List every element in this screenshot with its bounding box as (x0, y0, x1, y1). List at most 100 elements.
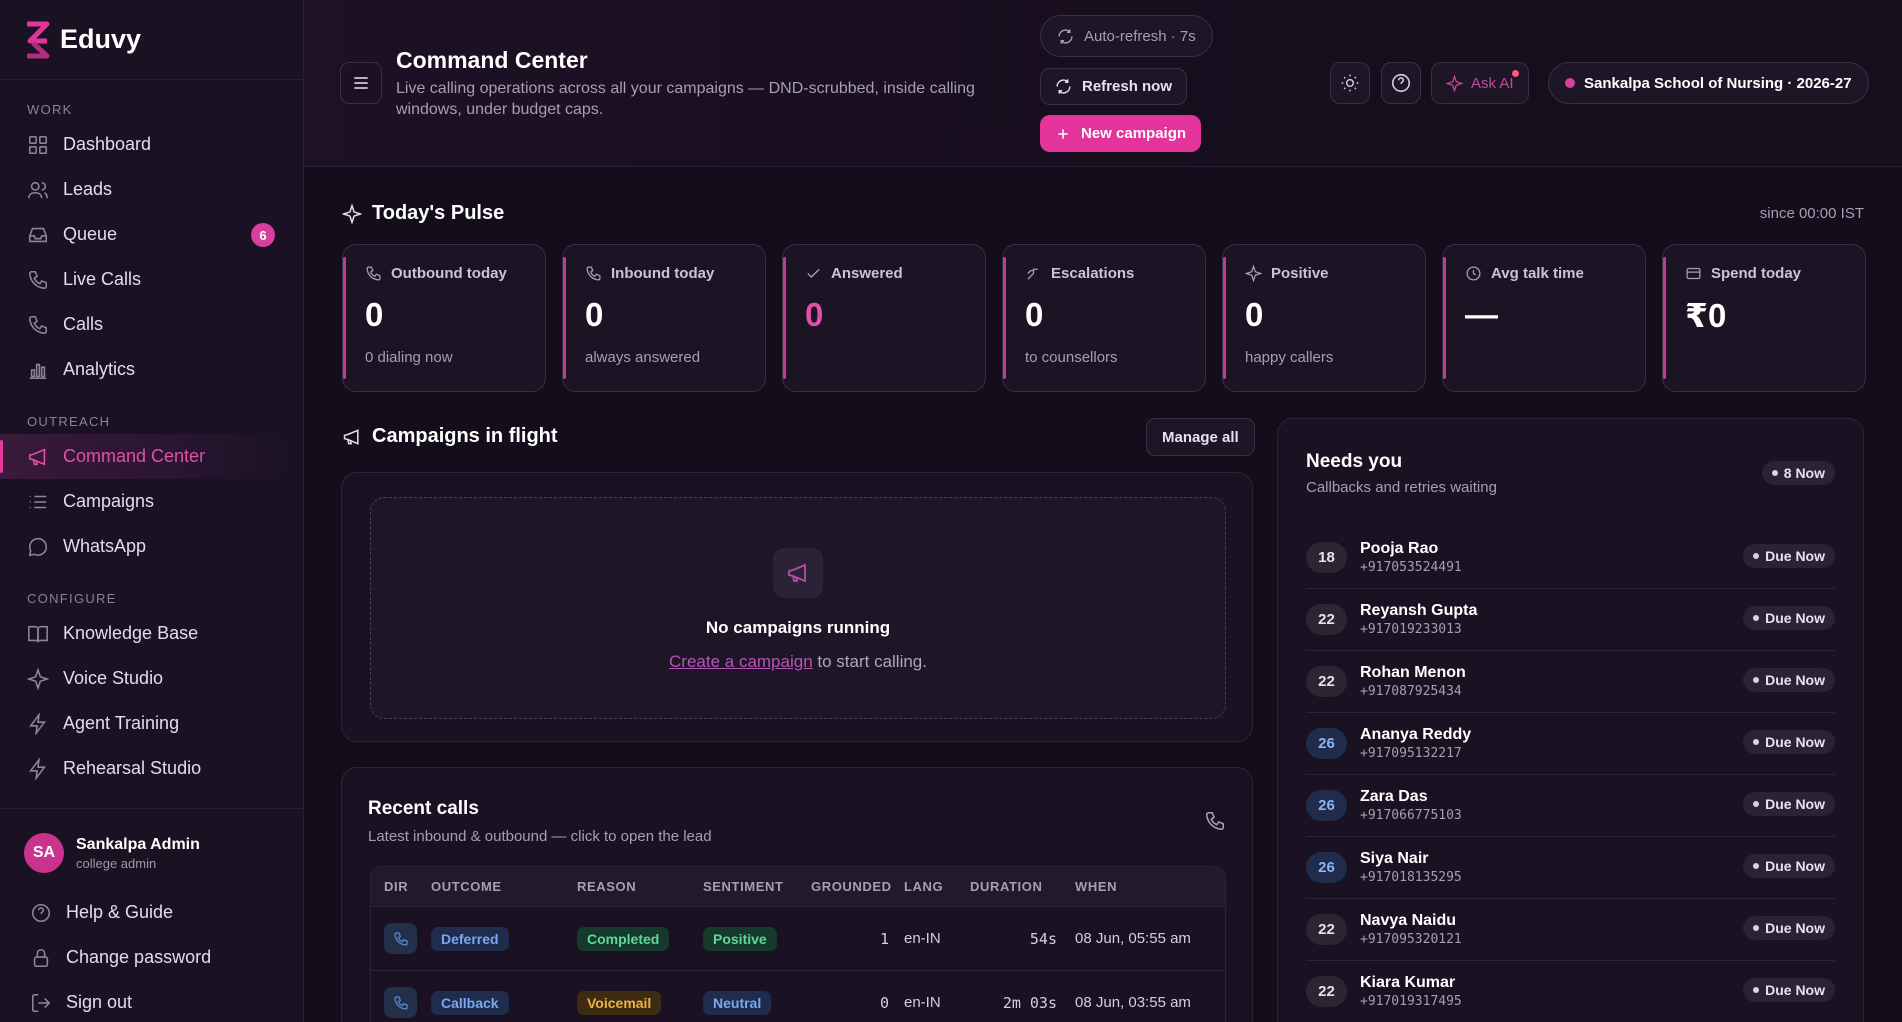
help-button[interactable] (1381, 62, 1421, 104)
megaphone-icon (28, 447, 46, 466)
stat-value: ₹0 (1685, 297, 1727, 334)
refresh-icon (1058, 28, 1073, 44)
sidebar-item-label: Campaigns (63, 491, 155, 511)
list-item[interactable]: 22 Navya Naidu +917095320121 Due Now (1306, 899, 1835, 961)
status-text: Due Now (1765, 796, 1825, 812)
list-item[interactable]: 26 Zara Das +917066775103 Due Now (1306, 775, 1835, 837)
status-text: Due Now (1765, 672, 1825, 688)
school-selector[interactable]: Sankalpa School of Nursing · 2026-27 (1548, 62, 1869, 104)
list-item[interactable]: 22 Reyansh Gupta +917019233013 Due Now (1306, 589, 1835, 651)
stat-sub: happy callers (1245, 349, 1334, 366)
ask-ai-button[interactable]: Ask AI (1431, 62, 1529, 104)
user-name: Sankalpa Admin (76, 835, 200, 853)
bolt-icon (29, 712, 46, 735)
new-campaign-button[interactable]: New campaign (1040, 115, 1202, 152)
sidebar-item-agent-training[interactable]: Agent Training (0, 701, 303, 746)
stat-value: 0 (365, 296, 384, 333)
lead-phone: +917018135295 (1360, 870, 1462, 885)
lead-name: Zara Das (1360, 788, 1428, 805)
sidebar: Eduvy WORK Dashboard Leads Queue 6 Live … (0, 0, 304, 1022)
auto-refresh-toggle[interactable]: Auto-refresh · 7s (1040, 15, 1213, 57)
status-text: Due Now (1765, 610, 1825, 626)
table-row[interactable]: Callback Voicemail Neutral 0 en-IN 2m 03… (371, 970, 1225, 1022)
sidebar-item-rehearsal-studio[interactable]: Rehearsal Studio (0, 746, 303, 791)
sidebar-item-change-password[interactable]: Change password (0, 935, 303, 980)
manage-all-button[interactable]: Manage all (1146, 418, 1255, 456)
col-reason[interactable]: REASON (577, 879, 637, 894)
brand[interactable]: Eduvy (0, 0, 303, 80)
create-campaign-link[interactable]: Create a campaign (669, 652, 813, 671)
campaigns-empty-state: No campaigns running Create a campaign t… (370, 497, 1226, 719)
sidebar-item-queue[interactable]: Queue 6 (0, 212, 303, 257)
grounded-value: 0 (879, 993, 889, 1012)
list-item[interactable]: 22 Rohan Menon +917087925434 Due Now (1306, 651, 1835, 713)
stat-value: 0 (585, 296, 604, 333)
phone-icon (28, 315, 48, 334)
new-campaign-label: New campaign (1081, 125, 1187, 142)
sidebar-item-knowledge-base[interactable]: Knowledge Base (0, 611, 303, 656)
list-item[interactable]: 22 Kiara Kumar +917019317495 Due Now (1306, 961, 1835, 1022)
sidebar-item-sign-out[interactable]: Sign out (0, 980, 303, 1022)
card-icon (1686, 267, 1701, 280)
section-label-outreach: OUTREACH (27, 414, 111, 429)
stat-label: Inbound today (611, 265, 715, 282)
stat-outbound-today: Outbound today 0 0 dialing now (342, 244, 546, 392)
duration-value: 2m 03s (1002, 993, 1057, 1012)
campaigns-card: No campaigns running Create a campaign t… (341, 472, 1253, 742)
queue-count-badge: 6 (251, 223, 275, 247)
col-dir[interactable]: DIR (384, 879, 409, 894)
refresh-now-button[interactable]: Refresh now (1040, 68, 1188, 105)
needs-you-count-badge: 8 Now (1761, 461, 1835, 485)
table-row[interactable]: Deferred Completed Positive 1 en-IN 54s … (371, 906, 1225, 970)
phone-icon-button[interactable] (1204, 810, 1226, 832)
pulse-heading: Today's Pulse (342, 202, 504, 225)
phone-icon (384, 987, 417, 1018)
lead-score: 22 (1306, 604, 1347, 635)
sidebar-item-command-center[interactable]: Command Center (0, 434, 289, 479)
stat-label: Answered (831, 265, 903, 282)
sparkle-icon (342, 203, 362, 224)
stat-label: Spend today (1711, 265, 1802, 282)
status-badge: Due Now (1743, 668, 1835, 692)
lead-phone: +917019317495 (1360, 994, 1462, 1009)
check-icon (807, 268, 820, 279)
menu-toggle-button[interactable] (340, 62, 382, 104)
col-outcome[interactable]: OUTCOME (431, 879, 502, 894)
col-sentiment[interactable]: SENTIMENT (703, 879, 784, 894)
col-lang[interactable]: LANG (904, 879, 944, 894)
section-label-work: WORK (27, 102, 73, 117)
list-item[interactable]: 26 Ananya Reddy +917095132217 Due Now (1306, 713, 1835, 775)
sidebar-item-calls[interactable]: Calls (0, 302, 303, 347)
sidebar-item-dashboard[interactable]: Dashboard (0, 122, 303, 167)
sparkle-icon (1245, 265, 1262, 282)
col-duration[interactable]: DURATION (970, 879, 1043, 894)
col-grounded[interactable]: GROUNDED (811, 879, 892, 894)
user-profile[interactable]: SA Sankalpa Admin college admin (0, 808, 303, 873)
needs-you-subtitle: Callbacks and retries waiting (1306, 479, 1497, 496)
sidebar-item-label: Command Center (63, 446, 206, 466)
col-when[interactable]: WHEN (1075, 879, 1118, 894)
sidebar-item-label: WhatsApp (63, 536, 147, 556)
sidebar-item-live-calls[interactable]: Live Calls (0, 257, 303, 302)
sidebar-item-campaigns[interactable]: Campaigns (0, 479, 303, 524)
stat-label: Outbound today (391, 265, 507, 282)
auto-refresh-label: Auto-refresh · 7s (1084, 27, 1196, 45)
list-item[interactable]: 18 Pooja Rao +917053524491 Due Now (1306, 527, 1835, 589)
sidebar-item-leads[interactable]: Leads (0, 167, 303, 212)
bolt-icon (29, 757, 46, 780)
status-text: Due Now (1765, 982, 1825, 998)
stat-sub: to counsellors (1025, 349, 1118, 366)
sidebar-item-voice-studio[interactable]: Voice Studio (0, 656, 303, 701)
sidebar-item-analytics[interactable]: Analytics (0, 347, 303, 392)
lead-name: Navya Naidu (1360, 912, 1457, 929)
list-item[interactable]: 26 Siya Nair +917018135295 Due Now (1306, 837, 1835, 899)
needs-you-list: 18 Pooja Rao +917053524491 Due Now 22 Reyansh… (1306, 527, 1835, 1022)
table-header: DIR OUTCOME REASON SENTIMENT GROUNDED LA… (371, 867, 1225, 906)
sidebar-item-label: Sign out (66, 992, 133, 1012)
recent-calls-subtitle: Latest inbound & outbound — click to ope… (368, 828, 712, 845)
user-role: college admin (76, 855, 157, 871)
sidebar-item-whatsapp[interactable]: WhatsApp (0, 524, 303, 569)
sidebar-item-help-guide[interactable]: Help & Guide (0, 890, 303, 935)
stat-positive: Positive 0 happy callers (1222, 244, 1426, 392)
theme-toggle-button[interactable] (1330, 62, 1370, 104)
